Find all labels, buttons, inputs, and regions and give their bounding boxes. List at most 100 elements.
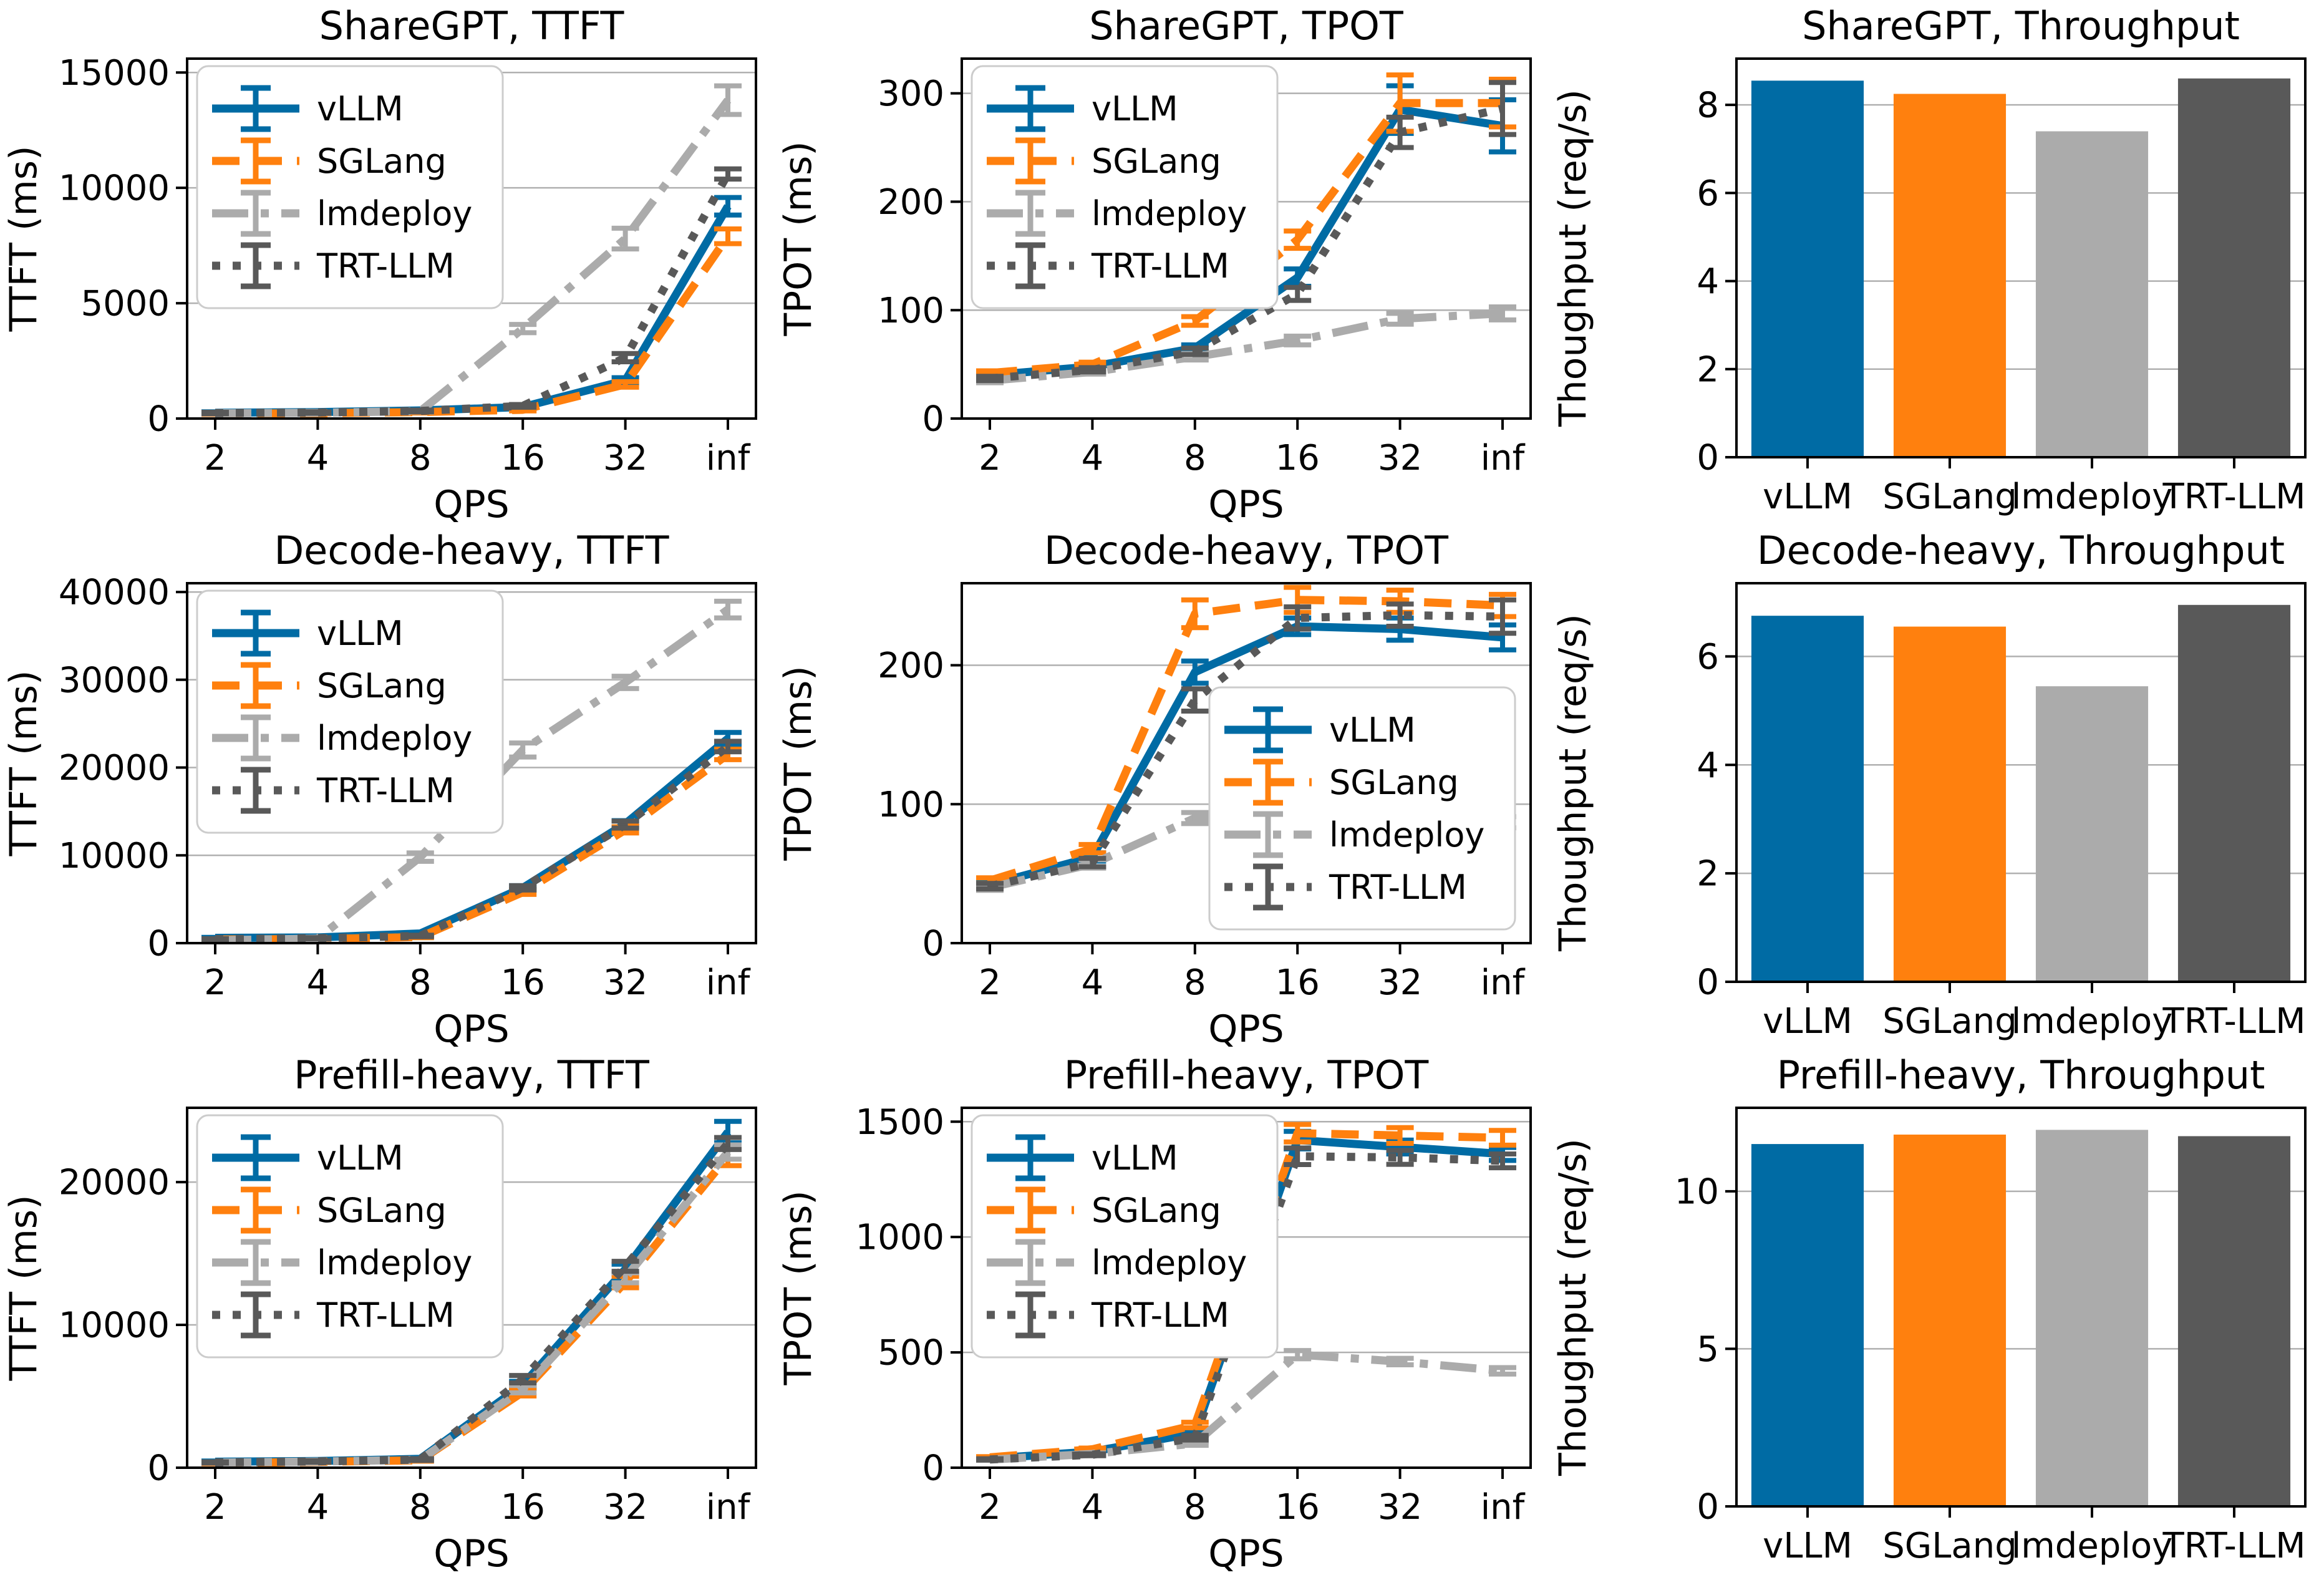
bar-TRT-LLM [2177,1136,2291,1506]
x-axis: 2 4 8 16 32 inf QPS [979,1468,1526,1574]
legend-item-TRT-LLM: TRT-LLM [987,1291,1229,1339]
series-TRT-LLM [201,166,742,417]
x-tick-label: 8 [409,1487,432,1528]
x-tick-label: vLLM [1763,1526,1852,1566]
y-tick-label: 10000 [59,1306,170,1346]
x-tick-label: SGLang [1882,1526,2017,1566]
y-tick-label: 0 [1697,1487,1719,1528]
x-axis: 2 4 8 16 32 inf QPS [204,943,751,1049]
prefill-heavy-ttft-plot: 2 4 8 16 32 inf QPS 0 10000 20000 TTFT (ms) vLLM SGL… [2,1107,757,1574]
bar-TRT-LLM [2177,604,2291,982]
chart-title: ShareGPT, TTFT [319,3,624,49]
x-tick-label: lmdeploy [2012,477,2173,517]
y-axis: 0 5000 10000 15000 TTFT (ms) [2,53,187,440]
axes-spines [1735,582,2307,983]
legend-label: TRT-LLM [316,246,455,286]
bar-vLLM [1751,80,1864,458]
x-tick-label: SGLang [1882,477,2017,517]
legend-item-SGLang: SGLang [212,137,447,185]
y-axis: 0 100 200 TPOT (ms) [777,646,962,964]
legend-label: TRT-LLM [316,1296,455,1335]
legend: vLLM SGLang lmdeploy TRT-LLM [1208,686,1516,931]
y-tick-label: 20000 [59,748,170,788]
x-tick-label: 4 [1082,438,1104,478]
y-axis: 0 500 1000 1500 TPOT (ms) [777,1102,962,1489]
x-axis-label: QPS [1208,1007,1284,1049]
x-tick-label: inf [706,1487,751,1528]
x-tick-label: inf [706,962,751,1003]
legend-item-SGLang: SGLang [987,1186,1221,1234]
sharegpt-tpot-plot: 2 4 8 16 32 inf QPS 0 100 200 300 TPOT (ms) vLLM SGLa… [777,57,1532,525]
x-tick-label: TRT-LLM [2162,477,2305,517]
y-tick-label: 5000 [80,284,170,324]
axes-spines [186,57,757,420]
bar-SGLang [1893,94,2007,457]
chart-decode-heavy-tpot: Decode-heavy, TPOT 2 4 8 16 32 inf QPS 0 100 200 T… [775,525,1549,1049]
legend: vLLM SGLang lmdeploy TRT-LLM [971,1114,1279,1359]
x-tick-label: 16 [1276,438,1320,478]
x-tick-label: vLLM [1763,1001,1852,1042]
legend-label: vLLM [317,614,404,653]
y-tick-label: 0 [922,924,944,964]
legend-item-TRT-LLM: TRT-LLM [212,1291,455,1339]
decode-heavy-tpot-plot: 2 4 8 16 32 inf QPS 0 100 200 TPOT (ms) vLLM SGLang l… [777,582,1532,1049]
y-tick-label: 10000 [59,836,170,876]
bar-lmdeploy [2035,686,2149,982]
legend-item-vLLM: vLLM [987,85,1178,132]
axes-spines [1735,1107,2307,1508]
x-tick-label: TRT-LLM [2162,1526,2305,1566]
chart-title: Decode-heavy, TTFT [274,528,669,573]
y-axis-label: Thoughput (req/s) [1551,614,1595,952]
y-tick-label: 10000 [59,168,170,209]
legend-label: vLLM [1329,710,1416,750]
y-axis: 0 10000 20000 30000 40000 TTFT (ms) [2,573,187,964]
chart-prefill-heavy-throughput: Prefill-heavy, Throughput vLLM SGLang lmde… [1549,1049,2324,1574]
series-TRT-LLM [976,597,1516,892]
x-tick-label: TRT-LLM [2162,1001,2305,1042]
legend-item-lmdeploy: lmdeploy [212,714,472,762]
legend-item-vLLM: vLLM [212,85,404,132]
chart-decode-heavy-ttft: Decode-heavy, TTFT 2 4 8 16 32 inf QPS 0 10000 20… [0,525,775,1049]
x-axis: 2 4 8 16 32 inf QPS [979,943,1526,1049]
series-TRT-LLM [201,739,742,944]
x-tick-label: 4 [307,962,329,1003]
y-axis-label: TPOT (ms) [777,141,820,336]
y-tick-label: 1500 [855,1102,944,1143]
x-tick-label: 2 [204,962,226,1003]
legend-item-TRT-LLM: TRT-LLM [1224,863,1467,911]
x-tick-label: 2 [979,1487,1001,1528]
y-tick-label: 40000 [59,573,170,613]
x-axis-label: QPS [433,1532,510,1574]
bar-vLLM [1751,616,1864,982]
chart-title: Prefill-heavy, TPOT [1063,1052,1429,1098]
chart-title: Prefill-heavy, Throughput [1776,1052,2265,1098]
x-tick-label: 8 [1184,438,1206,478]
y-axis: 0 2 4 6 Thoughput (req/s) [1551,614,1736,1003]
y-tick-label: 1000 [855,1218,944,1258]
y-axis: 0 2 4 6 8 Thoughput (req/s) [1551,85,1736,478]
legend-label: SGLang [317,666,447,705]
chart-sharegpt-tpot: ShareGPT, TPOT 2 4 8 16 32 inf QPS 0 100 200 300 TP… [775,0,1549,525]
legend-label: lmdeploy [1092,1243,1247,1282]
legend-item-SGLang: SGLang [212,1186,447,1234]
x-tick-label: inf [1481,1487,1526,1528]
y-tick-label: 0 [1697,962,1719,1003]
legend-item-TRT-LLM: TRT-LLM [212,242,455,289]
y-axis: 0 100 200 300 TPOT (ms) [777,74,962,440]
x-tick-label: 8 [1184,962,1206,1003]
legend-item-vLLM: vLLM [212,1134,404,1181]
y-tick-label: 6 [1697,637,1719,677]
y-tick-label: 15000 [59,53,170,94]
y-tick-label: 100 [878,291,944,331]
y-axis-label: TTFT (ms) [2,146,46,332]
x-tick-label: lmdeploy [2012,1526,2173,1566]
y-tick-label: 0 [147,399,170,440]
legend: vLLM SGLang lmdeploy TRT-LLM [196,1114,504,1359]
bar-lmdeploy [2035,131,2149,458]
x-tick-label: 32 [603,438,647,478]
y-tick-label: 200 [878,646,944,686]
x-tick-label: 32 [603,1487,647,1528]
